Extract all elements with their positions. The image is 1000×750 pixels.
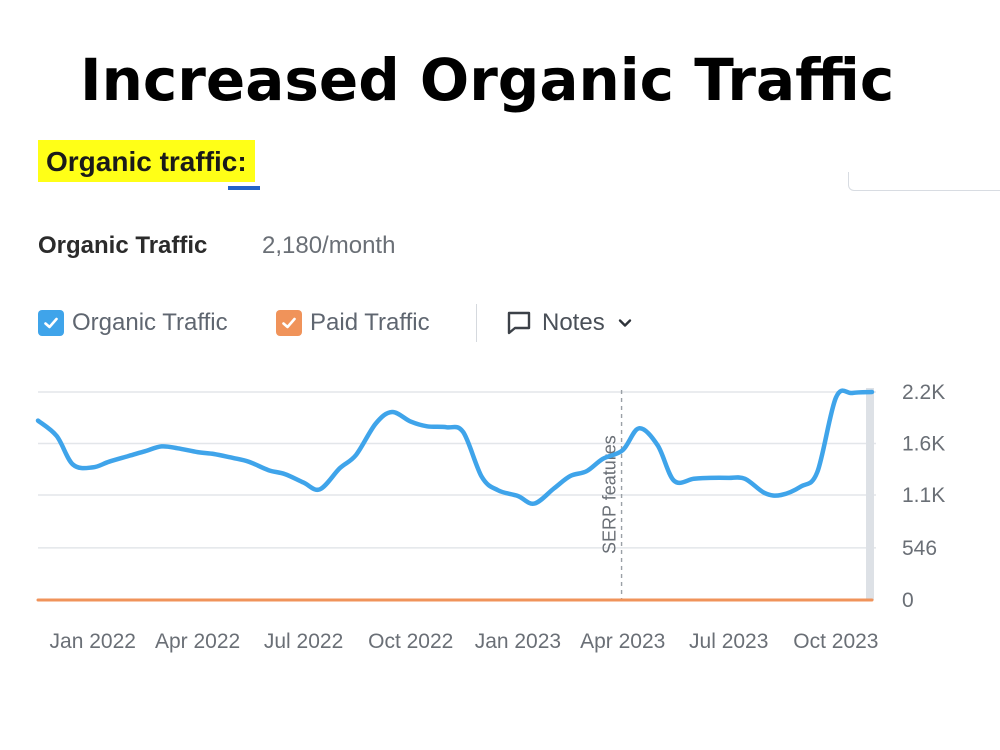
x-tick-label: Jan 2023	[475, 630, 561, 653]
metric-value: 2,180/month	[262, 232, 396, 259]
y-tick-label: 1.6K	[902, 433, 945, 456]
y-tick-label: 2.2K	[902, 381, 945, 404]
x-tick-label: Apr 2023	[580, 630, 665, 653]
series-line-organic-traffic	[35, 388, 875, 506]
x-tick-label: Apr 2022	[155, 630, 240, 653]
x-tick-label: Jul 2022	[264, 630, 343, 653]
x-tick-label: Oct 2023	[793, 630, 878, 653]
organic-traffic-chart: SERP features 2.2K 1.6K 1.1K 546 0 Jan 2022 Ap…	[35, 381, 945, 653]
x-tick-label: Oct 2022	[368, 630, 453, 653]
y-tick-label: 546	[902, 537, 937, 560]
chevron-down-icon	[618, 319, 631, 327]
legend-organic-traffic[interactable]: Organic Traffic	[38, 306, 228, 340]
y-axis-band	[866, 388, 874, 600]
comment-icon	[507, 311, 531, 335]
x-tick-label: Jan 2022	[50, 630, 136, 653]
checkbox-checked-icon[interactable]	[38, 310, 64, 336]
dropdown-control[interactable]	[848, 172, 1000, 191]
legend-divider	[476, 304, 477, 342]
legend-organic-label: Organic Traffic	[72, 309, 228, 336]
legend-paid-traffic[interactable]: Paid Traffic	[276, 306, 430, 340]
notes-label: Notes	[542, 309, 605, 336]
y-tick-label: 0	[902, 589, 914, 612]
y-tick-label: 1.1K	[902, 484, 945, 507]
serp-annotation-label: SERP features	[600, 435, 620, 554]
section-label-organic-traffic: Organic traffic:	[38, 140, 255, 182]
notes-button[interactable]: Notes	[506, 306, 633, 340]
x-tick-label: Jul 2023	[689, 630, 768, 653]
active-tab-underline	[228, 186, 260, 190]
checkbox-checked-icon[interactable]	[276, 310, 302, 336]
legend-paid-label: Paid Traffic	[310, 309, 430, 336]
metric-title: Organic Traffic	[38, 232, 208, 259]
page-title: Increased Organic Traffic	[80, 46, 895, 114]
